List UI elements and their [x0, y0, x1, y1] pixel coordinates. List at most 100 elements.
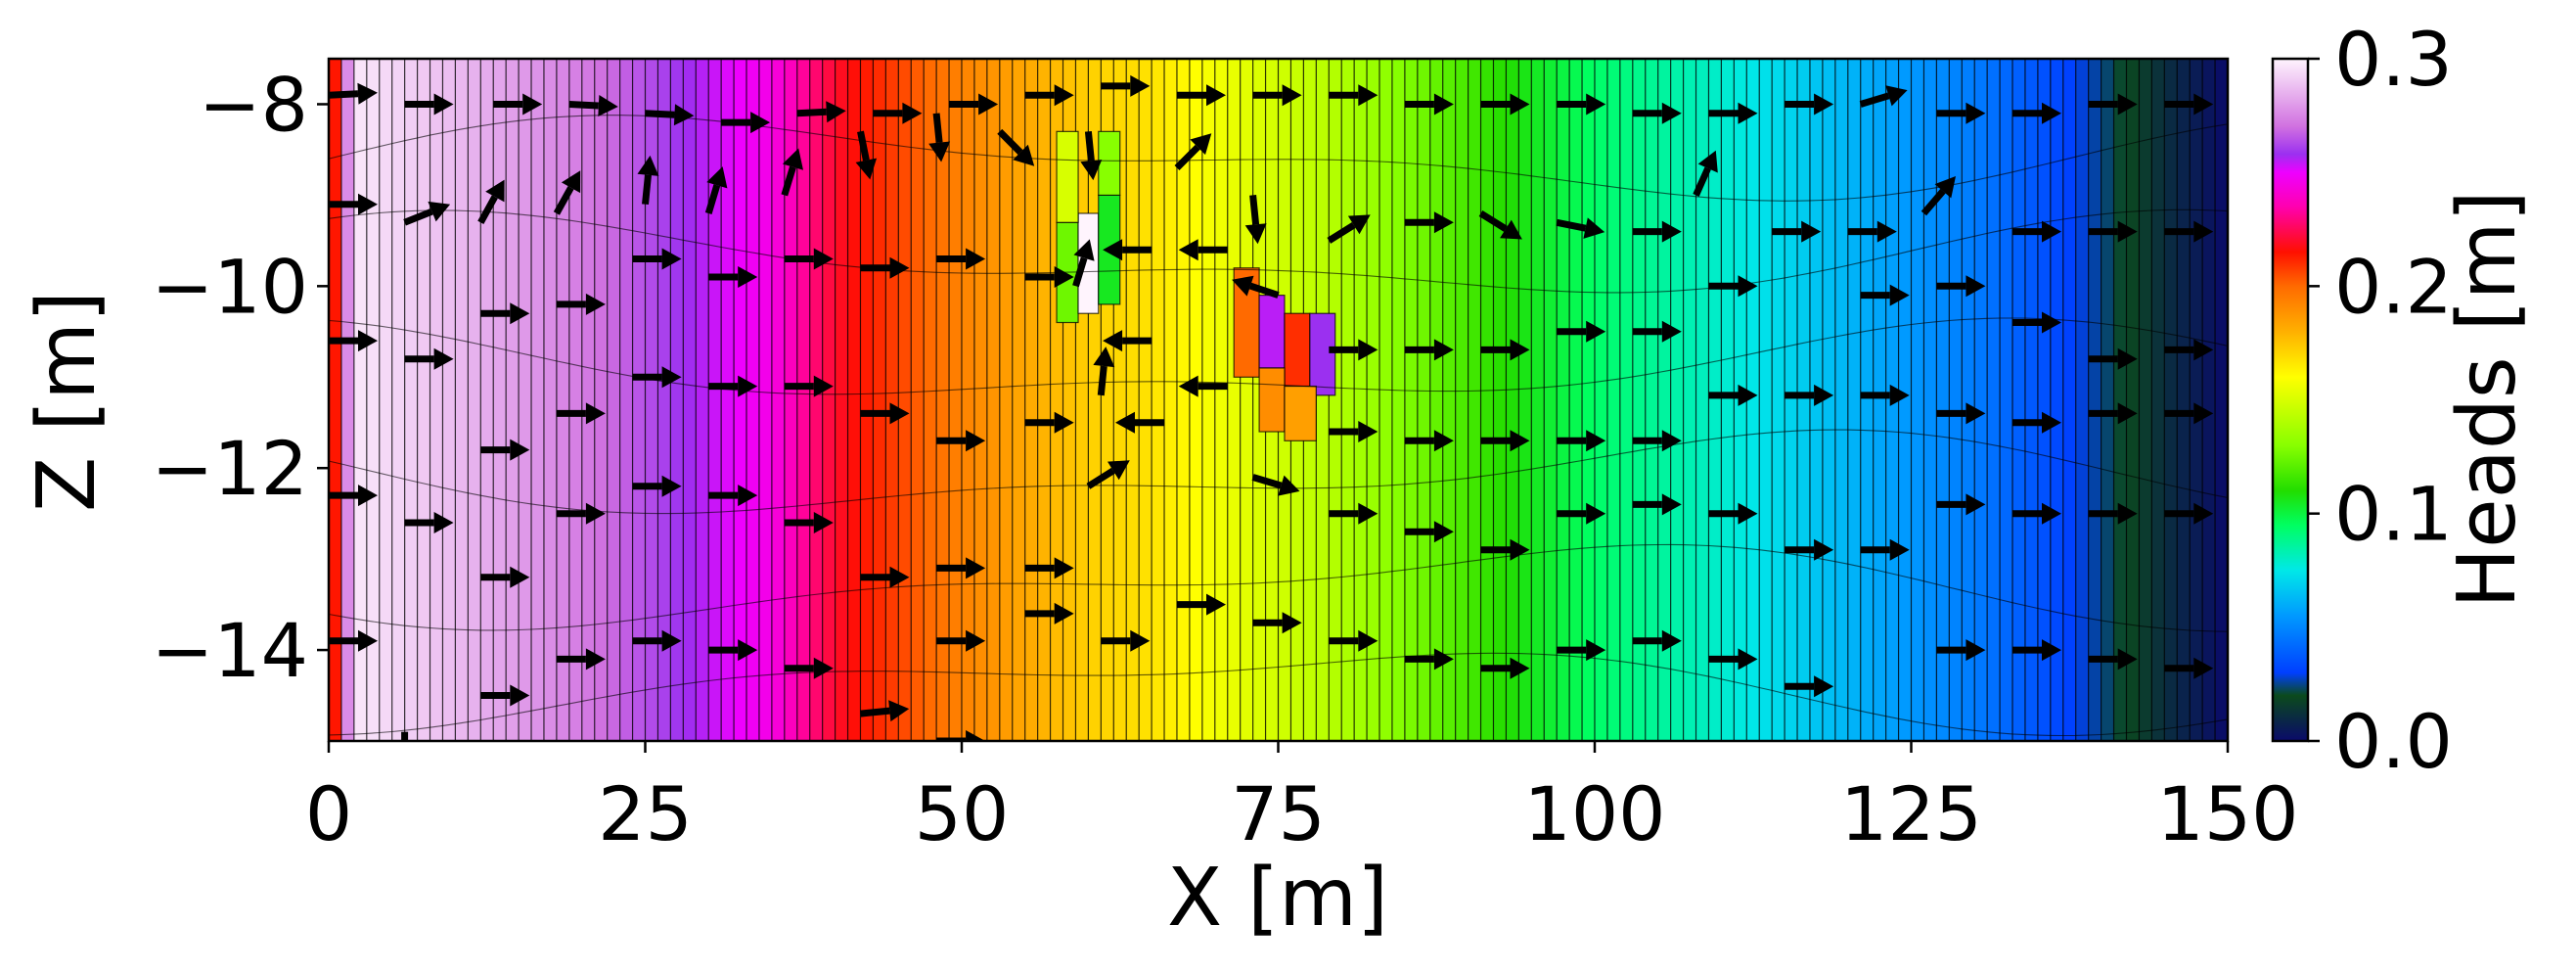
- flow-arrow: [1178, 375, 1228, 397]
- y-tick-label: −14: [152, 607, 308, 694]
- flow-arrow-head: [1801, 220, 1822, 243]
- flow-arrow-shaft: [329, 90, 359, 99]
- flow-arrow-head: [1282, 84, 1302, 107]
- flow-arrow: [1708, 384, 1758, 406]
- colorbar-tick-label: 0.3: [2334, 16, 2453, 103]
- flow-arrow: [2088, 648, 2138, 670]
- flow-arrow-head: [738, 375, 758, 397]
- head-cell: [720, 59, 736, 741]
- flow-arrow-head: [1358, 84, 1378, 107]
- flow-arrow-head: [673, 104, 695, 126]
- flow-arrow-head: [585, 502, 606, 525]
- flow-arrow: [708, 485, 758, 507]
- flow-arrow-head: [1054, 266, 1074, 288]
- anomaly-cell: [1284, 312, 1311, 388]
- head-cell: [1873, 59, 1887, 741]
- head-cell: [581, 59, 596, 741]
- head-cell: [1404, 59, 1419, 741]
- flow-arrow-head: [1054, 411, 1074, 434]
- flow-arrow-head: [1889, 284, 1910, 306]
- flow-arrow: [2088, 402, 2138, 425]
- head-cell: [619, 59, 634, 741]
- flow-arrow: [1557, 639, 1606, 662]
- x-tick-label: 0: [305, 770, 352, 857]
- flow-arrow-head: [510, 302, 530, 325]
- flow-arrow-head: [2193, 93, 2214, 116]
- flow-arrow-shaft: [704, 184, 721, 215]
- flow-arrow-shaft: [1084, 130, 1095, 162]
- flow-arrow: [1404, 430, 1454, 452]
- head-cell: [1720, 59, 1736, 741]
- flow-arrow-head: [813, 248, 834, 270]
- head-cell: [1771, 59, 1786, 741]
- flow-arrow-head: [522, 93, 543, 116]
- flow-arrow-head: [1586, 502, 1606, 525]
- flow-arrow: [480, 566, 530, 588]
- head-cell: [2112, 59, 2128, 741]
- flow-arrow: [708, 375, 758, 397]
- head-cell: [1973, 59, 1989, 741]
- flow-arrow: [403, 201, 451, 226]
- flow-arrow-shaft: [1327, 222, 1356, 244]
- y-axis-label: Z [m]: [21, 291, 113, 512]
- head-cell: [1860, 59, 1875, 741]
- flow-arrow-head: [428, 201, 451, 222]
- flow-arrow: [860, 256, 910, 279]
- flow-arrow-shaft: [642, 174, 652, 206]
- flow-arrow: [1024, 557, 1074, 579]
- flow-arrow-head: [1433, 430, 1454, 452]
- flow-arrow-head: [888, 700, 910, 722]
- flow-arrow-head: [2117, 93, 2138, 116]
- flow-arrow-head: [1103, 239, 1123, 261]
- flow-arrow-head: [510, 566, 530, 588]
- flow-arrow: [401, 731, 409, 741]
- flow-arrow-head: [1738, 648, 1758, 670]
- flow-arrow-head: [1013, 144, 1035, 166]
- head-cell: [1619, 59, 1634, 741]
- flow-arrow-head: [1661, 102, 1682, 124]
- flow-arrow-shaft: [1097, 365, 1107, 396]
- flow-arrow-head: [1661, 629, 1682, 652]
- head-cell: [556, 59, 570, 741]
- head-cell: [1834, 59, 1849, 741]
- flow-arrow-head: [661, 475, 682, 497]
- flow-arrow-shaft: [781, 165, 796, 197]
- flow-arrow-head: [1697, 150, 1718, 173]
- x-tick-label: 25: [598, 770, 693, 857]
- x-tick-label: 150: [2156, 770, 2298, 857]
- flow-arrow: [1251, 474, 1300, 496]
- flow-arrow-shaft: [1859, 92, 1890, 108]
- flow-arrow-head: [358, 485, 378, 507]
- flow-arrow-head: [1738, 275, 1758, 298]
- flow-arrow: [1404, 521, 1454, 543]
- flow-arrow-head: [1966, 639, 1986, 662]
- flow-arrow-head: [902, 102, 923, 124]
- flow-arrow: [556, 293, 606, 315]
- head-cell: [1417, 59, 1431, 741]
- head-cell: [1442, 59, 1457, 741]
- flow-arrow: [556, 402, 606, 425]
- flow-arrow-head: [1510, 657, 1530, 679]
- flow-arrow: [1708, 502, 1758, 525]
- flow-arrow: [2088, 502, 2138, 525]
- flow-arrow: [1936, 639, 1986, 662]
- flow-arrow-head: [1966, 402, 1986, 425]
- flow-arrow: [860, 402, 910, 425]
- head-cell: [518, 59, 533, 741]
- head-cell: [986, 59, 1001, 741]
- flow-arrow-head: [1073, 239, 1095, 261]
- flow-arrow-head: [1966, 275, 1986, 298]
- head-cell: [1429, 59, 1444, 741]
- flow-arrow: [1632, 430, 1682, 452]
- flow-arrow-head: [561, 170, 581, 194]
- flow-arrow: [477, 179, 505, 224]
- flow-arrow: [936, 248, 986, 270]
- flow-arrow-shaft: [1174, 144, 1200, 170]
- flow-arrow: [1101, 74, 1151, 97]
- flow-arrow-head: [1347, 214, 1371, 235]
- flow-arrow-head: [1586, 93, 1606, 116]
- head-cell: [1910, 59, 1925, 741]
- head-cell: [1479, 59, 1495, 741]
- flow-arrow: [1785, 384, 1834, 406]
- flow-arrow-head: [1358, 339, 1378, 361]
